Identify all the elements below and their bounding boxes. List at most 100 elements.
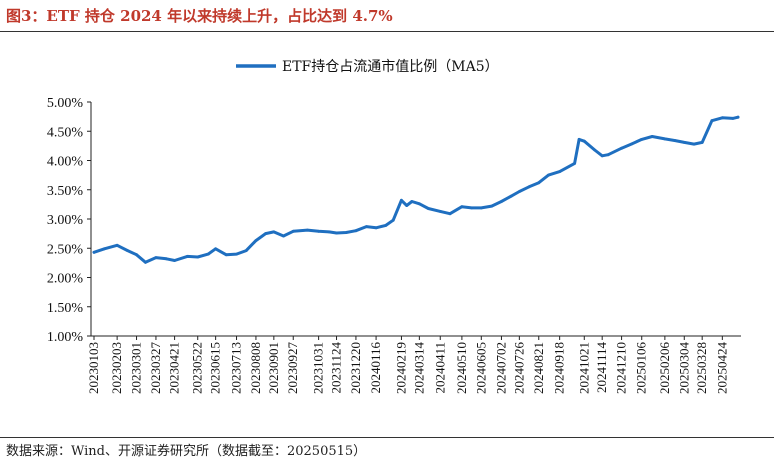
y-tick-label: 4.00% <box>47 155 84 170</box>
x-tick-label: 20230615 <box>208 342 223 394</box>
x-tick-label: 20230713 <box>229 342 244 394</box>
data-point <box>640 138 644 141</box>
data-point <box>374 226 378 230</box>
data-point <box>144 260 147 264</box>
x-tick-label: 20230927 <box>285 342 300 395</box>
x-tick-label: 20230421 <box>167 342 182 394</box>
data-point <box>135 253 138 257</box>
data-point <box>254 239 258 243</box>
data-point <box>335 231 338 235</box>
data-point <box>272 230 276 234</box>
x-tick-label: 20240726 <box>511 342 526 395</box>
data-point <box>600 154 604 158</box>
data-point <box>354 229 358 233</box>
data-point <box>460 205 464 209</box>
data-point <box>426 207 430 210</box>
data-point <box>235 252 238 256</box>
data-point <box>115 243 119 247</box>
data-point <box>518 190 521 193</box>
data-point <box>291 229 295 233</box>
y-axis: 1.00% 1.50% 2.00% 2.50% 3.00% 3.50% 4.00% 4.50%… <box>47 96 92 345</box>
data-point <box>196 255 200 259</box>
data-point <box>692 142 696 146</box>
data-point <box>606 153 610 157</box>
figure-title: 图3：ETF 持仓 2024 年以来持续上升，占比达到 4.7% <box>6 7 393 25</box>
data-point <box>282 234 285 238</box>
data-point <box>479 206 483 210</box>
data-point <box>527 185 531 189</box>
data-point <box>384 224 388 227</box>
source-note: 数据来源：Wind、开源证券研究所（数据截至：20250515） <box>6 444 367 459</box>
data-point <box>558 170 562 174</box>
data-point <box>344 231 348 234</box>
x-tick-label: 20250106 <box>634 342 649 395</box>
data-point <box>405 204 409 207</box>
data-point <box>731 117 735 120</box>
data-point <box>418 202 421 206</box>
data-point <box>682 141 686 144</box>
y-tick-label: 3.00% <box>47 213 84 228</box>
data-point <box>500 200 503 203</box>
data-point <box>206 252 210 256</box>
x-tick-label: 20240821 <box>531 342 546 394</box>
data-point <box>470 206 473 210</box>
x-tick-label: 20240605 <box>473 342 488 394</box>
y-tick-label: 2.00% <box>47 272 84 287</box>
data-point <box>582 139 586 143</box>
x-tick-label: 20250328 <box>694 342 709 394</box>
x-tick-label: 20231031 <box>311 342 326 394</box>
x-tick-label: 20231220 <box>348 342 363 394</box>
y-tick-label: 5.00% <box>47 96 84 111</box>
data-point <box>244 249 248 253</box>
x-tick-label: 20241210 <box>614 342 629 394</box>
data-point <box>391 218 395 222</box>
data-point <box>214 247 218 251</box>
data-point <box>438 210 442 213</box>
x-tick-label: 20240510 <box>454 342 469 394</box>
x-tick-label: 20250304 <box>676 342 691 395</box>
data-point <box>327 230 331 234</box>
legend-label: ETF持仓占流通市值比例（MA5） <box>282 58 499 75</box>
source-rule <box>0 437 774 438</box>
y-tick-label: 1.50% <box>47 301 84 316</box>
y-tick-label: 3.50% <box>47 184 84 199</box>
data-point <box>650 135 654 138</box>
data-point <box>165 257 168 261</box>
x-axis: 20230103 20230203 20230301 20230327 20230421… <box>86 335 741 395</box>
x-tick-label: 20230301 <box>129 342 144 394</box>
x-tick-label: 20240116 <box>368 342 383 394</box>
data-point <box>410 200 414 203</box>
legend: ETF持仓占流通市值比例（MA5） <box>236 58 499 75</box>
data-point <box>537 181 541 185</box>
line-chart: ETF持仓占流通市值比例（MA5） 1.00% 1.50% 2.00% 2.50% 3.… <box>47 58 741 395</box>
data-point <box>573 162 576 165</box>
data-point <box>673 139 677 142</box>
data-point <box>173 259 177 262</box>
y-tick-label: 2.50% <box>47 242 84 257</box>
data-point <box>663 137 667 141</box>
x-tick-label: 20240918 <box>552 342 567 394</box>
data-point <box>490 204 494 208</box>
data-point <box>365 225 368 229</box>
x-tick-label: 20230901 <box>266 342 281 394</box>
x-tick-label: 20241114 <box>594 342 609 394</box>
x-tick-label: 20230203 <box>109 342 124 394</box>
x-tick-label: 20230808 <box>248 342 263 394</box>
data-point <box>400 198 403 202</box>
x-tick-label: 20250206 <box>657 342 672 395</box>
data-point <box>103 247 106 251</box>
data-point <box>620 146 623 150</box>
x-tick-label: 20230327 <box>148 342 163 395</box>
data-point <box>736 115 740 119</box>
data-point <box>317 229 320 233</box>
data-point <box>629 142 633 146</box>
data-point <box>306 228 309 232</box>
x-tick-label: 20230522 <box>190 342 205 394</box>
x-tick-label: 20240702 <box>493 342 508 394</box>
series-line <box>92 115 740 264</box>
series-layer <box>92 115 740 264</box>
x-tick-label: 20240411 <box>432 342 447 394</box>
title-rule <box>0 31 774 32</box>
data-point <box>509 194 513 198</box>
data-point <box>700 141 704 144</box>
